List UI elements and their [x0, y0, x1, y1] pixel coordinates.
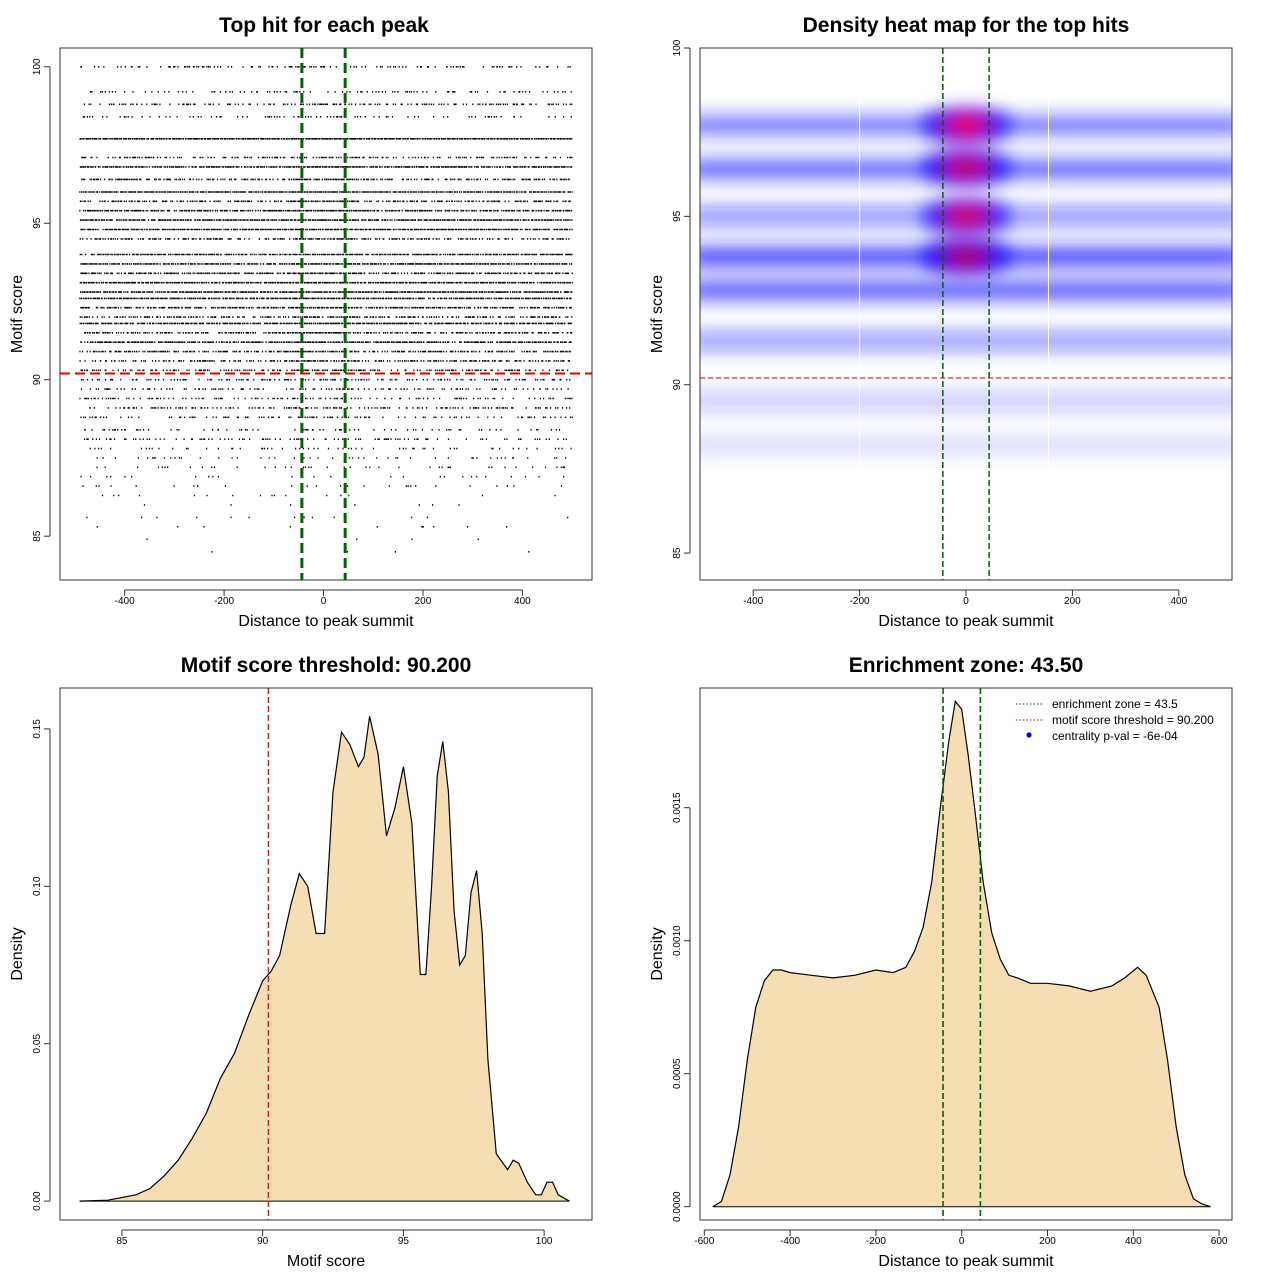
plot-frame: [699, 47, 1233, 581]
x-tick-label: 95: [398, 1236, 410, 1247]
x-tick-label: 200: [1039, 1236, 1056, 1247]
x-tick-label: 0: [959, 1236, 965, 1247]
x-tick-label: 400: [514, 596, 531, 607]
hotspot-core: [944, 206, 988, 227]
x-tick-label: 85: [116, 1236, 128, 1247]
legend-label-centrality: centrality p-val = -6e-04: [1052, 729, 1178, 743]
x-tick-label: -200: [866, 1236, 886, 1247]
y-tick-label: 100: [672, 39, 683, 56]
density-area: [79, 716, 570, 1202]
y-tick-label: 0.0015: [672, 792, 683, 823]
y-axis-label: Motif score: [9, 275, 26, 353]
x-tick-label: 0: [321, 596, 327, 607]
legend-label-enrichment-zone: enrichment zone = 43.5: [1052, 697, 1178, 711]
distance-density-panel: Enrichment zone: 43.50 -600 -400 -200 0 200 4…: [649, 654, 1233, 1270]
density-curve: [712, 699, 1211, 1208]
plot-frame: [699, 687, 1233, 1221]
x-tick-label: -200: [214, 596, 234, 607]
hotspot-core: [944, 246, 988, 267]
y-tick-label: 0.00: [32, 1191, 43, 1211]
y-tick-label: 90: [32, 374, 43, 386]
x-tick-label: -400: [115, 596, 135, 607]
legend: enrichment zone = 43.5 motif score thres…: [1016, 697, 1214, 743]
x-tick-label: -200: [850, 596, 870, 607]
x-tick-label: 200: [1064, 596, 1081, 607]
y-tick-label: 0.05: [32, 1034, 43, 1054]
y-tick-label: 95: [32, 217, 43, 229]
x-tick-label: 400: [1170, 596, 1187, 607]
chart-title: Motif score threshold: 90.200: [181, 654, 472, 677]
x-axis-label: Motif score: [287, 1253, 365, 1270]
plot-frame: [59, 687, 593, 1221]
density-curve: [79, 716, 570, 1202]
density-area: [712, 701, 1211, 1207]
plot-frame: [59, 47, 593, 581]
hotspots: [922, 108, 1010, 274]
x-tick-label: 90: [257, 1236, 269, 1247]
y-tick-label: 0.0000: [672, 1191, 683, 1222]
legend-label-motif-threshold: motif score threshold = 90.200: [1052, 713, 1214, 727]
x-axis-label: Distance to peak summit: [238, 613, 414, 630]
y-tick-label: 0.15: [32, 719, 43, 739]
density-band: [700, 331, 1232, 350]
y-axis-label: Motif score: [649, 275, 666, 353]
y-tick-label: 85: [32, 530, 43, 542]
y-tick-label: 100: [32, 58, 43, 75]
density-band: [700, 281, 1232, 300]
y-tick-label: 0.0005: [672, 1058, 683, 1089]
x-tick-label: 600: [1211, 1236, 1228, 1247]
chart-title: Enrichment zone: 43.50: [849, 654, 1084, 677]
x-tick-label: 400: [1125, 1236, 1142, 1247]
y-axis-label: Density: [649, 927, 666, 980]
y-tick-label: 0.0010: [672, 925, 683, 956]
y-tick-label: 0.10: [32, 876, 43, 896]
x-tick-label: 0: [963, 596, 969, 607]
chart-title: Top hit for each peak: [219, 14, 429, 37]
x-axis-label: Distance to peak summit: [878, 613, 1054, 630]
hotspot-core: [944, 115, 988, 136]
y-tick-label: 85: [672, 547, 683, 559]
y-tick-label: 95: [672, 210, 683, 222]
hotspot-core: [944, 157, 988, 178]
x-tick-label: 200: [415, 596, 432, 607]
y-tick-label: 90: [672, 379, 683, 391]
scatter-points: [79, 66, 573, 553]
legend-swatch-centrality: [1026, 732, 1032, 738]
density-band: [700, 392, 1232, 411]
density-band: [700, 436, 1232, 455]
scatter-panel: Top hit for each peak -400 -200 0 200 400 85 9…: [9, 14, 593, 630]
x-tick-label: -600: [694, 1236, 714, 1247]
x-tick-label: -400: [780, 1236, 800, 1247]
score-density-panel: Motif score threshold: 90.200 85 90 95 100 0…: [9, 654, 593, 1270]
heatmap-panel: Density heat map for the top hits -400 -2…: [649, 14, 1233, 630]
x-tick-label: 100: [536, 1236, 553, 1247]
x-axis-label: Distance to peak summit: [878, 1253, 1054, 1270]
y-axis-label: Density: [9, 927, 26, 980]
x-tick-label: -400: [743, 596, 763, 607]
chart-title: Density heat map for the top hits: [803, 14, 1130, 37]
